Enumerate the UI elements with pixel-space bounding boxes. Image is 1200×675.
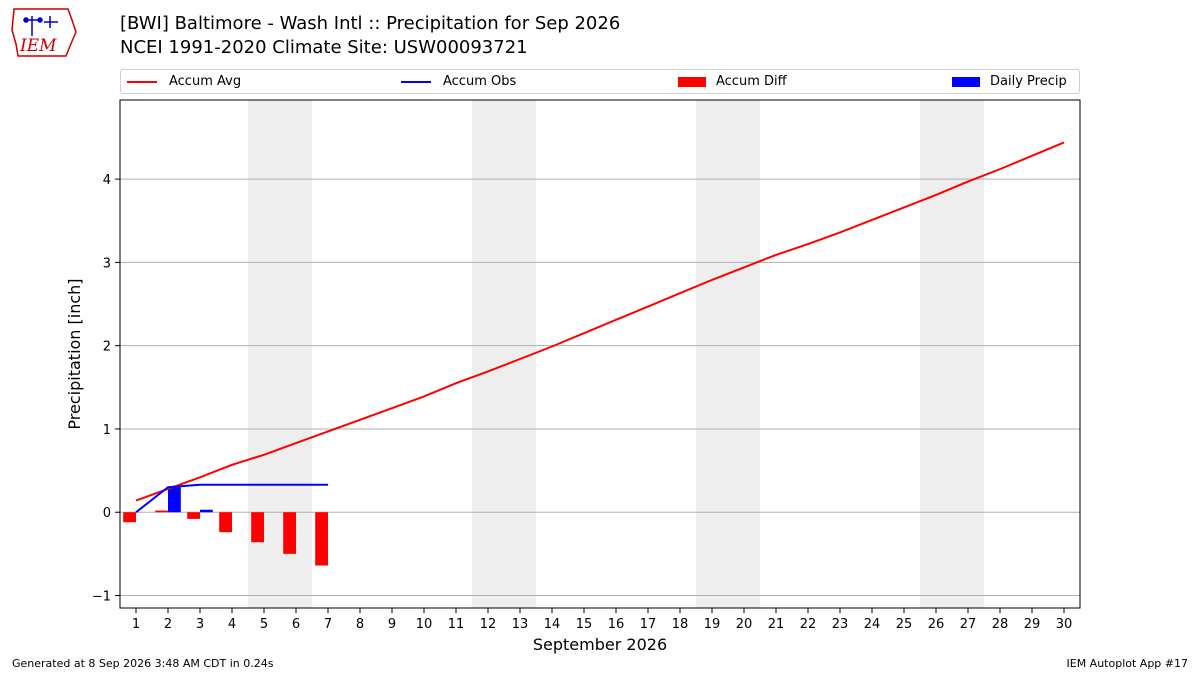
x-tick-label: 22 [800,617,817,632]
y-tick-label: 4 [103,173,111,188]
legend-swatch-accum-obs [401,80,431,83]
legend-swatch-accum-diff [678,76,706,87]
x-axis-label: September 2026 [533,635,667,654]
legend: Accum Avg Accum Obs Accum Diff Daily Pre… [120,69,1080,94]
x-tick-label: 13 [512,617,529,632]
iem-logo: IEM [11,8,77,57]
x-tick-label: 30 [1056,617,1073,632]
x-tick-label: 23 [832,617,849,632]
x-tick-label: 7 [324,617,332,632]
x-tick-label: 2 [164,617,172,632]
legend-item-accum-avg: Accum Avg [127,70,241,93]
x-tick-label: 1 [132,617,140,632]
x-tick-label: 29 [1024,617,1041,632]
x-tick-label: 20 [736,617,753,632]
y-tick-label: 2 [103,340,111,355]
x-tick-label: 21 [768,617,785,632]
x-tick-label: 9 [388,617,396,632]
legend-swatch-accum-avg [127,80,157,83]
accum-diff-bar [155,510,168,513]
weekend-band [472,100,536,608]
x-tick-label: 4 [228,617,236,632]
plot-frame [119,99,1081,609]
accum-obs-line [135,483,328,514]
x-tick-label: 18 [672,617,689,632]
x-tick-label: 25 [896,617,913,632]
footer-app: IEM Autoplot App #17 [1066,657,1189,670]
weekend-band [920,100,984,608]
accum-diff-bar [123,512,136,523]
chart-subtitle: NCEI 1991-2020 Climate Site: USW00093721 [120,37,528,58]
y-tick-label: 0 [103,506,111,521]
y-tick-label: −1 [92,590,111,605]
legend-label-accum-avg: Accum Avg [169,74,242,89]
legend-label-accum-diff: Accum Diff [716,74,787,89]
legend-item-accum-obs: Accum Obs [401,70,516,93]
x-tick-label: 5 [260,617,268,632]
chart-title: [BWI] Baltimore - Wash Intl :: Precipita… [120,13,621,34]
accum-diff-bar [251,512,264,543]
accum-diff-bar [187,512,200,519]
legend-label-daily-precip: Daily Precip [990,74,1067,89]
x-tick-label: 6 [292,617,300,632]
daily-precip-bar [168,487,181,513]
y-axis-label: Precipitation [inch] [65,278,84,429]
legend-swatch-daily-precip [952,76,980,87]
x-tick-label: 19 [704,617,721,632]
logo-text: IEM [19,36,57,56]
accum-avg-line [135,141,1065,502]
legend-label-accum-obs: Accum Obs [443,74,517,89]
x-tick-label: 10 [416,617,433,632]
weekend-band [696,100,760,608]
daily-precip-bar [200,509,213,513]
footer-generated: Generated at 8 Sep 2026 3:48 AM CDT in 0… [12,657,274,670]
x-tick-label: 8 [356,617,364,632]
x-tick-label: 26 [928,617,945,632]
x-tick-label: 15 [576,617,593,632]
accum-diff-bar [315,512,328,566]
x-tick-label: 24 [864,617,881,632]
x-tick-label: 14 [544,617,561,632]
x-tick-label: 11 [448,617,465,632]
x-tick-label: 27 [960,617,977,632]
x-tick-label: 17 [640,617,657,632]
x-tick-label: 3 [196,617,204,632]
legend-item-daily-precip: Daily Precip [952,70,1067,93]
legend-item-accum-diff: Accum Diff [678,70,787,93]
x-tick-label: 28 [992,617,1009,632]
accum-diff-bar [283,512,296,554]
y-tick-label: 3 [103,256,111,271]
x-tick-label: 12 [480,617,497,632]
y-tick-label: 1 [103,423,111,438]
accum-diff-bar [219,512,232,533]
x-tick-label: 16 [608,617,625,632]
